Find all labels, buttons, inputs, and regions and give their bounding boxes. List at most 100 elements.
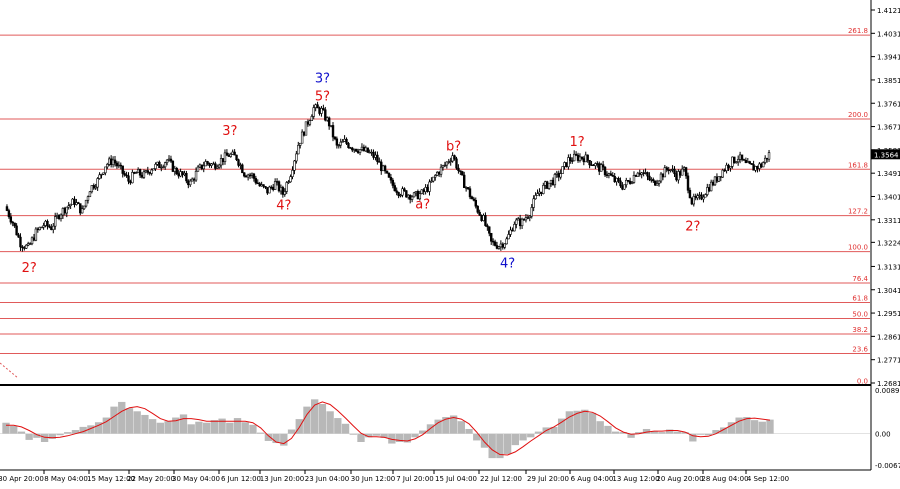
candle-body bbox=[117, 164, 121, 167]
candle-body bbox=[443, 164, 447, 167]
y-tick-label: 1.3851 bbox=[877, 77, 900, 85]
candle-body bbox=[129, 180, 132, 184]
candle-body bbox=[565, 162, 568, 168]
current-price-box bbox=[871, 149, 900, 160]
candle-body bbox=[501, 243, 504, 248]
candle-body bbox=[414, 191, 418, 194]
histogram-bar bbox=[496, 433, 504, 459]
candle-body bbox=[655, 183, 659, 186]
candle-body bbox=[717, 176, 721, 182]
candle-body bbox=[466, 187, 470, 190]
candle-body bbox=[71, 198, 74, 205]
histogram-bar bbox=[503, 433, 512, 454]
candle-body bbox=[115, 162, 119, 167]
candle-body bbox=[380, 161, 383, 172]
candle-body bbox=[626, 180, 630, 182]
histogram-bar bbox=[434, 419, 442, 434]
candle-body bbox=[507, 234, 510, 240]
histogram-bar bbox=[125, 408, 134, 434]
candle-body bbox=[659, 173, 663, 182]
candle-body bbox=[368, 151, 371, 154]
candle-body bbox=[387, 172, 391, 178]
current-price-marker: 1.3564 bbox=[871, 149, 900, 160]
candle-body bbox=[628, 180, 632, 184]
candle-body bbox=[179, 171, 182, 177]
candle-body bbox=[648, 175, 651, 180]
candle-body bbox=[333, 136, 337, 140]
candle-body bbox=[530, 207, 533, 217]
histogram-bar bbox=[403, 433, 411, 443]
candle-body bbox=[163, 162, 167, 168]
candle-body bbox=[681, 168, 684, 176]
histogram-bar bbox=[596, 421, 604, 434]
candle-body bbox=[13, 222, 16, 227]
candle-body bbox=[221, 158, 225, 162]
candle-body bbox=[81, 208, 84, 214]
candle-body bbox=[324, 109, 327, 121]
candle-body bbox=[326, 117, 329, 121]
candle-body bbox=[493, 241, 497, 246]
candle-body bbox=[432, 176, 435, 182]
candle-body bbox=[142, 171, 146, 178]
histogram-bar bbox=[295, 419, 303, 434]
candle-body bbox=[420, 189, 423, 194]
y-tick-label: 1.4121 bbox=[877, 7, 900, 15]
oscillator-panel bbox=[0, 399, 870, 459]
candle-body bbox=[605, 174, 609, 176]
signal-line bbox=[6, 401, 771, 456]
candle-body bbox=[50, 226, 53, 231]
candle-body bbox=[381, 165, 385, 172]
histogram-bar bbox=[195, 421, 203, 434]
candle-body bbox=[704, 194, 707, 198]
histogram-bar bbox=[280, 433, 288, 446]
candle-body bbox=[312, 107, 315, 117]
indicator-tick-label: 0.00897 bbox=[875, 387, 900, 395]
candle-body bbox=[468, 188, 472, 198]
candle-body bbox=[731, 156, 734, 167]
histogram-bar bbox=[380, 433, 388, 438]
histogram-bar bbox=[156, 422, 165, 434]
candle-body bbox=[547, 182, 551, 189]
candle-body bbox=[204, 161, 207, 167]
histogram-bar bbox=[696, 433, 705, 435]
candle-body bbox=[700, 194, 703, 200]
candle-body bbox=[698, 194, 701, 197]
candle-body bbox=[464, 187, 468, 189]
candle-body bbox=[44, 220, 47, 226]
candle-body bbox=[233, 151, 236, 156]
candle-body bbox=[588, 159, 591, 166]
candle-body bbox=[480, 214, 483, 221]
histogram-bar bbox=[480, 433, 489, 448]
oscillator-axis: 0.00897 0.00 -0.00679 bbox=[875, 387, 900, 470]
candle-body bbox=[426, 187, 429, 192]
candle-body bbox=[630, 182, 634, 184]
wave-label: 3? bbox=[222, 124, 237, 139]
histogram-bar bbox=[141, 414, 149, 434]
candle-body bbox=[758, 163, 761, 169]
x-tick-label: 13 Aug 12:00 bbox=[612, 475, 659, 483]
fib-label: 23.6 bbox=[852, 345, 868, 353]
y-tick-label: 1.3941 bbox=[877, 54, 900, 62]
candle-body bbox=[200, 164, 204, 170]
histogram-bar bbox=[357, 433, 365, 442]
candle-body bbox=[244, 175, 248, 178]
histogram-bar bbox=[218, 418, 226, 434]
candle-body bbox=[358, 149, 362, 153]
histogram-bar bbox=[619, 432, 628, 434]
candle-body bbox=[401, 188, 404, 196]
candle-body bbox=[557, 172, 560, 178]
candle-body bbox=[594, 163, 597, 167]
candle-body bbox=[11, 221, 14, 224]
candle-body bbox=[640, 172, 643, 175]
candle-body bbox=[104, 166, 107, 174]
candle-body bbox=[555, 172, 559, 175]
candle-body bbox=[490, 232, 493, 242]
candle-body bbox=[370, 151, 373, 154]
candle-body bbox=[756, 166, 759, 169]
fib-label: 0.0 bbox=[857, 377, 868, 385]
candle-body bbox=[455, 158, 458, 169]
fib-label: 100.0 bbox=[848, 244, 868, 252]
